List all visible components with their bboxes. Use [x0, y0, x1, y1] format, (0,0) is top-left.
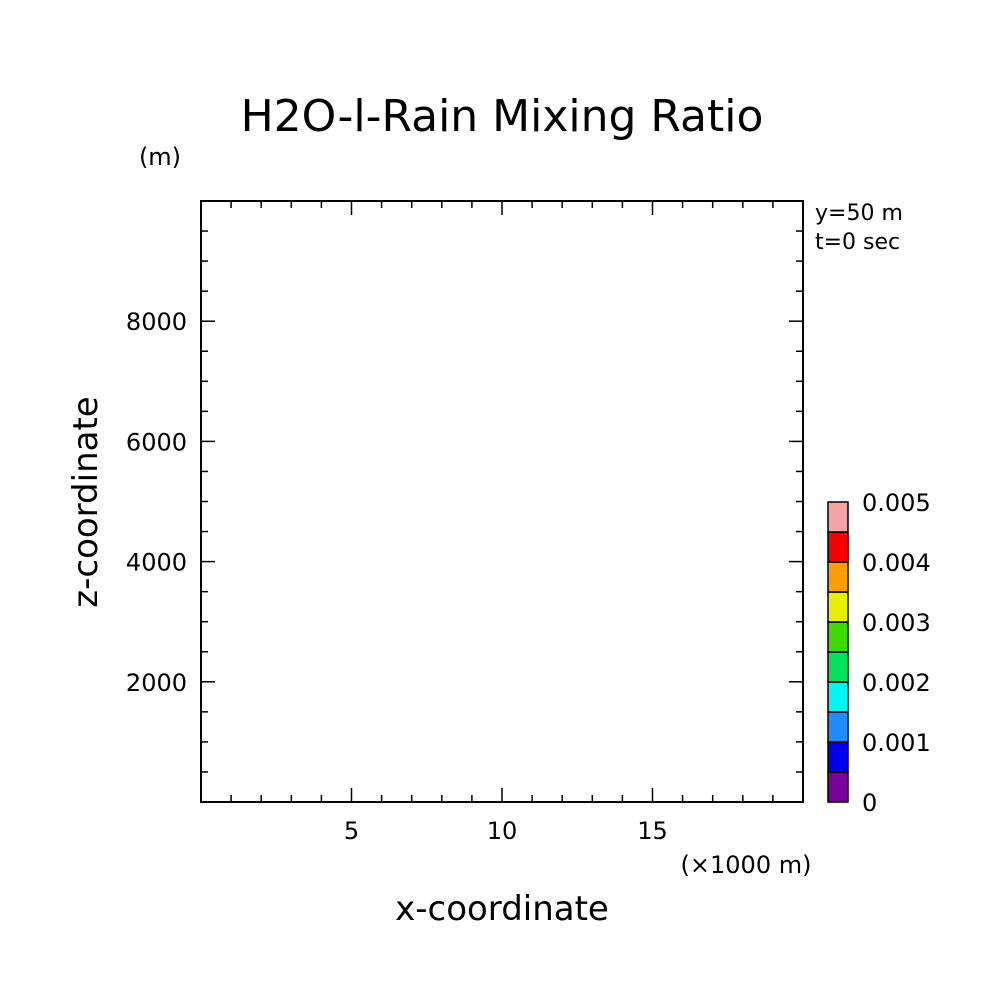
colorbar-tick-labels: 0 0.001 0.002 0.003 0.004 0.005: [862, 489, 931, 817]
y-tick-label: 8000: [126, 308, 187, 336]
colorbar-swatch: [827, 771, 849, 803]
y-tick-label: 4000: [126, 549, 187, 577]
x-unit-label: (×1000 m): [681, 851, 812, 879]
plot-area: [200, 200, 804, 803]
colorbar-tick-label: 0.004: [862, 549, 931, 577]
y-axis-label: z-coordinate: [66, 396, 106, 607]
y-tick-labels: 2000 4000 6000 8000: [126, 308, 187, 697]
x-tick-label: 5: [344, 817, 359, 845]
y-tick-label: 6000: [126, 428, 187, 456]
annotation-y: y=50 m: [815, 201, 903, 226]
colorbar-swatch: [827, 561, 849, 593]
x-axis-label: x-coordinate: [395, 889, 609, 929]
chart-title: H2O-l-Rain Mixing Ratio: [241, 91, 764, 142]
colorbar-swatch: [827, 651, 849, 683]
colorbar-swatch: [827, 501, 849, 533]
colorbar-tick-label: 0.003: [862, 609, 931, 637]
x-tick-labels: 5 10 15: [344, 817, 668, 845]
colorbar-tick-label: 0.001: [862, 729, 931, 757]
colorbar: [827, 501, 849, 803]
y-tick-label: 2000: [126, 669, 187, 697]
axis-ticks: [201, 201, 803, 802]
x-tick-label: 10: [487, 817, 518, 845]
colorbar-swatch: [827, 681, 849, 713]
colorbar-tick-label: 0.002: [862, 669, 931, 697]
colorbar-swatch: [827, 711, 849, 743]
colorbar-swatch: [827, 741, 849, 773]
colorbar-swatch: [827, 531, 849, 563]
colorbar-tick-label: 0: [862, 789, 877, 817]
colorbar-swatch: [827, 621, 849, 653]
x-tick-label: 15: [637, 817, 668, 845]
colorbar-swatch: [827, 591, 849, 623]
annotation-t: t=0 sec: [815, 230, 900, 255]
y-unit-label: (m): [139, 143, 181, 171]
colorbar-tick-label: 0.005: [862, 489, 931, 517]
